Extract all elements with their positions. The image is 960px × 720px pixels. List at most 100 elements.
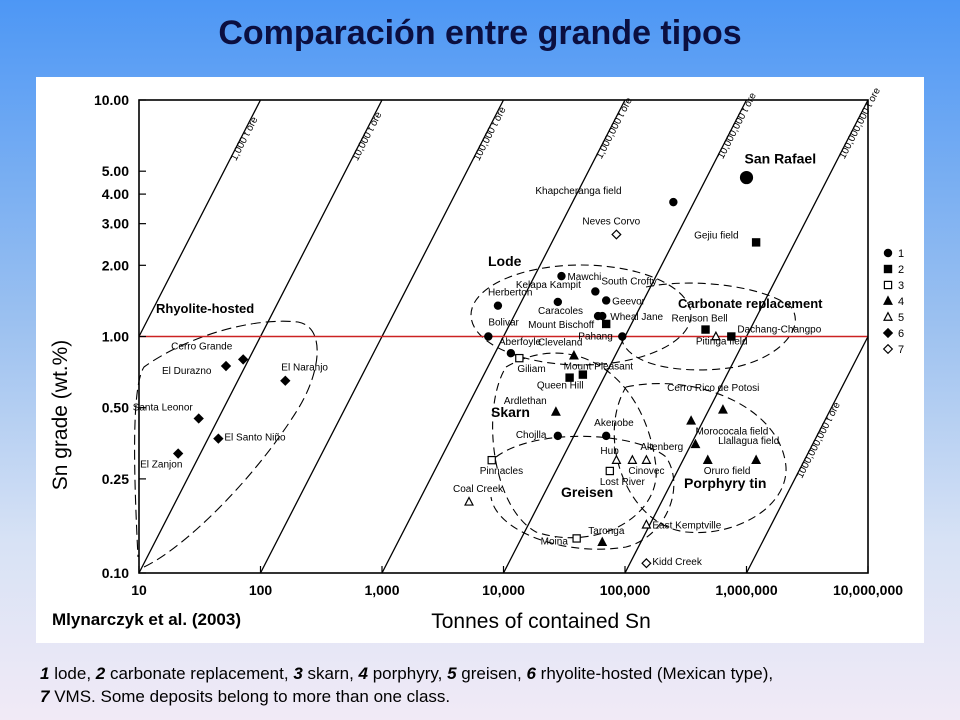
legend-label: 6	[898, 328, 904, 340]
point-label: Wheal Jane	[610, 312, 663, 323]
y-tick-label: 4.00	[102, 186, 129, 202]
outline-carbonate	[620, 282, 796, 371]
point-label: Renison Bell	[672, 314, 728, 325]
point-label: Queen Hill	[537, 381, 584, 392]
data-point	[597, 536, 608, 547]
group-label: Skarn	[491, 404, 530, 420]
y-tick-label: 5.00	[102, 163, 129, 179]
group-label: Greisen	[561, 484, 613, 500]
slide-title: Comparación entre grande tipos	[218, 14, 742, 52]
point-label: Santa Leonor	[133, 403, 194, 414]
data-point	[605, 466, 615, 476]
point-label: Mount Bischoff	[528, 320, 594, 331]
point-label: Caracoles	[538, 306, 583, 317]
data-point	[565, 373, 574, 382]
caption-text: porphyry,	[368, 664, 448, 683]
caption-number: 7	[40, 687, 50, 706]
caption-number: 4	[358, 664, 368, 683]
data-point	[601, 431, 611, 441]
data-point	[213, 433, 224, 444]
chart-panel: 10 100 1,000 10,000 100,000 1,000,000 10,000,0…	[36, 77, 924, 643]
y-tick-label: 2.00	[102, 257, 129, 273]
x-tick-label: 100,000	[600, 582, 651, 598]
legend-symbol	[883, 295, 893, 305]
caption-number: 5	[447, 664, 457, 683]
x-tick-label: 10	[131, 582, 147, 598]
point-label: Herberton	[488, 288, 532, 299]
data-point	[572, 534, 581, 543]
point-label: El Santo Niño	[224, 433, 286, 444]
data-point	[484, 332, 493, 341]
y-tick-label: 0.50	[102, 400, 129, 416]
data-points	[172, 170, 762, 569]
legend-symbol	[883, 248, 893, 258]
data-point	[618, 332, 627, 341]
point-label: Lost River	[600, 477, 646, 488]
legend-label: 1	[898, 248, 904, 260]
outline-lode	[470, 264, 692, 366]
data-point	[717, 404, 728, 414]
scatter-chart: 10 100 1,000 10,000 100,000 1,000,000 10,000,0…	[49, 86, 904, 633]
data-point	[172, 448, 184, 459]
data-point	[669, 197, 678, 207]
point-label: El Zanjon	[140, 460, 182, 471]
group-label: Carbonate replacement	[678, 296, 823, 311]
point-label: Coal Creek	[453, 484, 504, 495]
source-label: Mlynarczyk et al. (2003)	[52, 610, 241, 629]
data-point	[553, 431, 563, 441]
group-label: Lode	[488, 253, 522, 269]
point-label: Khapcheranga field	[535, 186, 621, 197]
ore-line-label: 100,000 t ore	[472, 105, 509, 163]
legend-label: 5	[898, 312, 904, 324]
ore-line-label: 10,000 t ore	[350, 110, 384, 163]
point-label: Cerro Rico de Potosi	[667, 383, 759, 394]
point-label: Pahang	[578, 332, 612, 343]
y-tick-label: 0.25	[102, 471, 129, 487]
data-point	[193, 413, 204, 424]
point-label: Ardlethan	[504, 396, 547, 407]
data-point	[739, 170, 754, 185]
data-point	[641, 519, 652, 529]
data-point	[578, 370, 588, 379]
point-label: Altenberg	[640, 442, 683, 453]
legend-label: 7	[898, 344, 904, 356]
point-label: Gejiu field	[694, 230, 738, 241]
caption-text: skarn,	[302, 664, 359, 683]
outline-greisen	[490, 435, 675, 550]
point-label: Moina	[541, 536, 569, 547]
legend: 1 2 3 4 5 6 7	[882, 248, 904, 356]
data-point	[550, 406, 561, 416]
point-label: Pinnacles	[480, 466, 523, 477]
caption-line: 7 VMS. Some deposits belong to more than…	[40, 685, 930, 708]
y-tick-label: 1.00	[102, 329, 129, 345]
ore-line-label: 100,000,000 t ore	[837, 86, 883, 161]
group-outlines	[134, 264, 796, 568]
data-point	[515, 353, 524, 363]
x-axis-ticks: 10 100 1,000 10,000 100,000 1,000,000 10,000,0…	[131, 566, 903, 598]
data-point	[751, 454, 762, 465]
group-label: Porphyry tin	[684, 475, 766, 491]
point-label: Dachang-Changpo	[737, 325, 821, 336]
point-label: Geevor	[612, 296, 645, 307]
x-tick-label: 1,000	[364, 582, 399, 598]
caption-text: carbonate replacement,	[105, 664, 294, 683]
point-label: Mount Pleasant	[564, 362, 634, 373]
y-tick-label: 0.10	[102, 565, 129, 581]
point-label: El Durazno	[162, 366, 212, 377]
legend-symbol	[883, 311, 893, 321]
x-tick-label: 10,000,000	[833, 582, 903, 598]
ore-line-label: 1,000 t ore	[229, 115, 261, 163]
group-labels: Rhyolite-hosted Lode Carbonate replacement…	[156, 253, 823, 500]
data-point	[557, 271, 566, 281]
point-label: Neves Corvo	[582, 216, 640, 227]
point-label: South Crofty	[601, 276, 657, 287]
caption-text: greisen,	[456, 664, 527, 683]
outline-skarn	[492, 352, 657, 539]
data-point	[702, 454, 713, 465]
data-point	[710, 330, 721, 341]
data-point	[568, 350, 579, 360]
data-point	[611, 454, 622, 465]
ore-line-label: 1,000,000 t ore	[594, 96, 635, 161]
x-axis-label: Tonnes of contained Sn	[431, 610, 651, 633]
y-tick-label: 3.00	[102, 216, 129, 232]
